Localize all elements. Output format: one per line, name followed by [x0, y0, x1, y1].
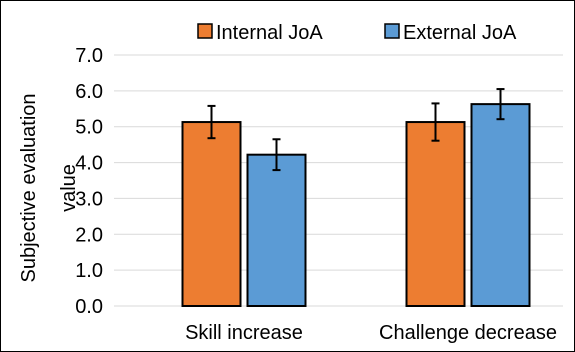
legend-swatch — [384, 23, 400, 39]
bar-external-challenge — [470, 103, 531, 307]
y-axis-title-line1: Subjective evaluation — [18, 93, 40, 282]
bar-internal-skill — [181, 121, 242, 307]
y-tick-label: 6.0 — [75, 81, 103, 103]
y-tick-label: 0.0 — [75, 296, 103, 318]
legend-label: Internal JoA — [216, 22, 323, 44]
y-tick-label: 2.0 — [75, 224, 103, 246]
y-tick-label: 4.0 — [75, 153, 103, 175]
x-axis-labels: Skill increase Challenge decrease — [185, 322, 557, 344]
legend-swatch — [197, 23, 213, 39]
y-axis-title: Subjective evaluation value — [18, 93, 80, 282]
y-tick-label: 1.0 — [75, 260, 103, 282]
y-tick-label: 7.0 — [75, 45, 103, 67]
error-bars — [207, 88, 505, 172]
x-category-label: Challenge decrease — [379, 322, 557, 344]
bar-internal-challenge — [405, 121, 466, 307]
bar-external-skill — [246, 153, 307, 307]
bars — [181, 103, 531, 307]
legend-label: External JoA — [403, 22, 517, 44]
y-axis-title-line2: value — [58, 164, 80, 212]
y-axis-ticks: 0.0 1.0 2.0 3.0 4.0 5.0 6.0 7.0 — [75, 45, 103, 318]
x-category-label: Skill increase — [185, 322, 303, 344]
legend: Internal JoA External JoA — [197, 22, 517, 44]
y-tick-label: 5.0 — [75, 117, 103, 139]
y-tick-label: 3.0 — [75, 188, 103, 210]
